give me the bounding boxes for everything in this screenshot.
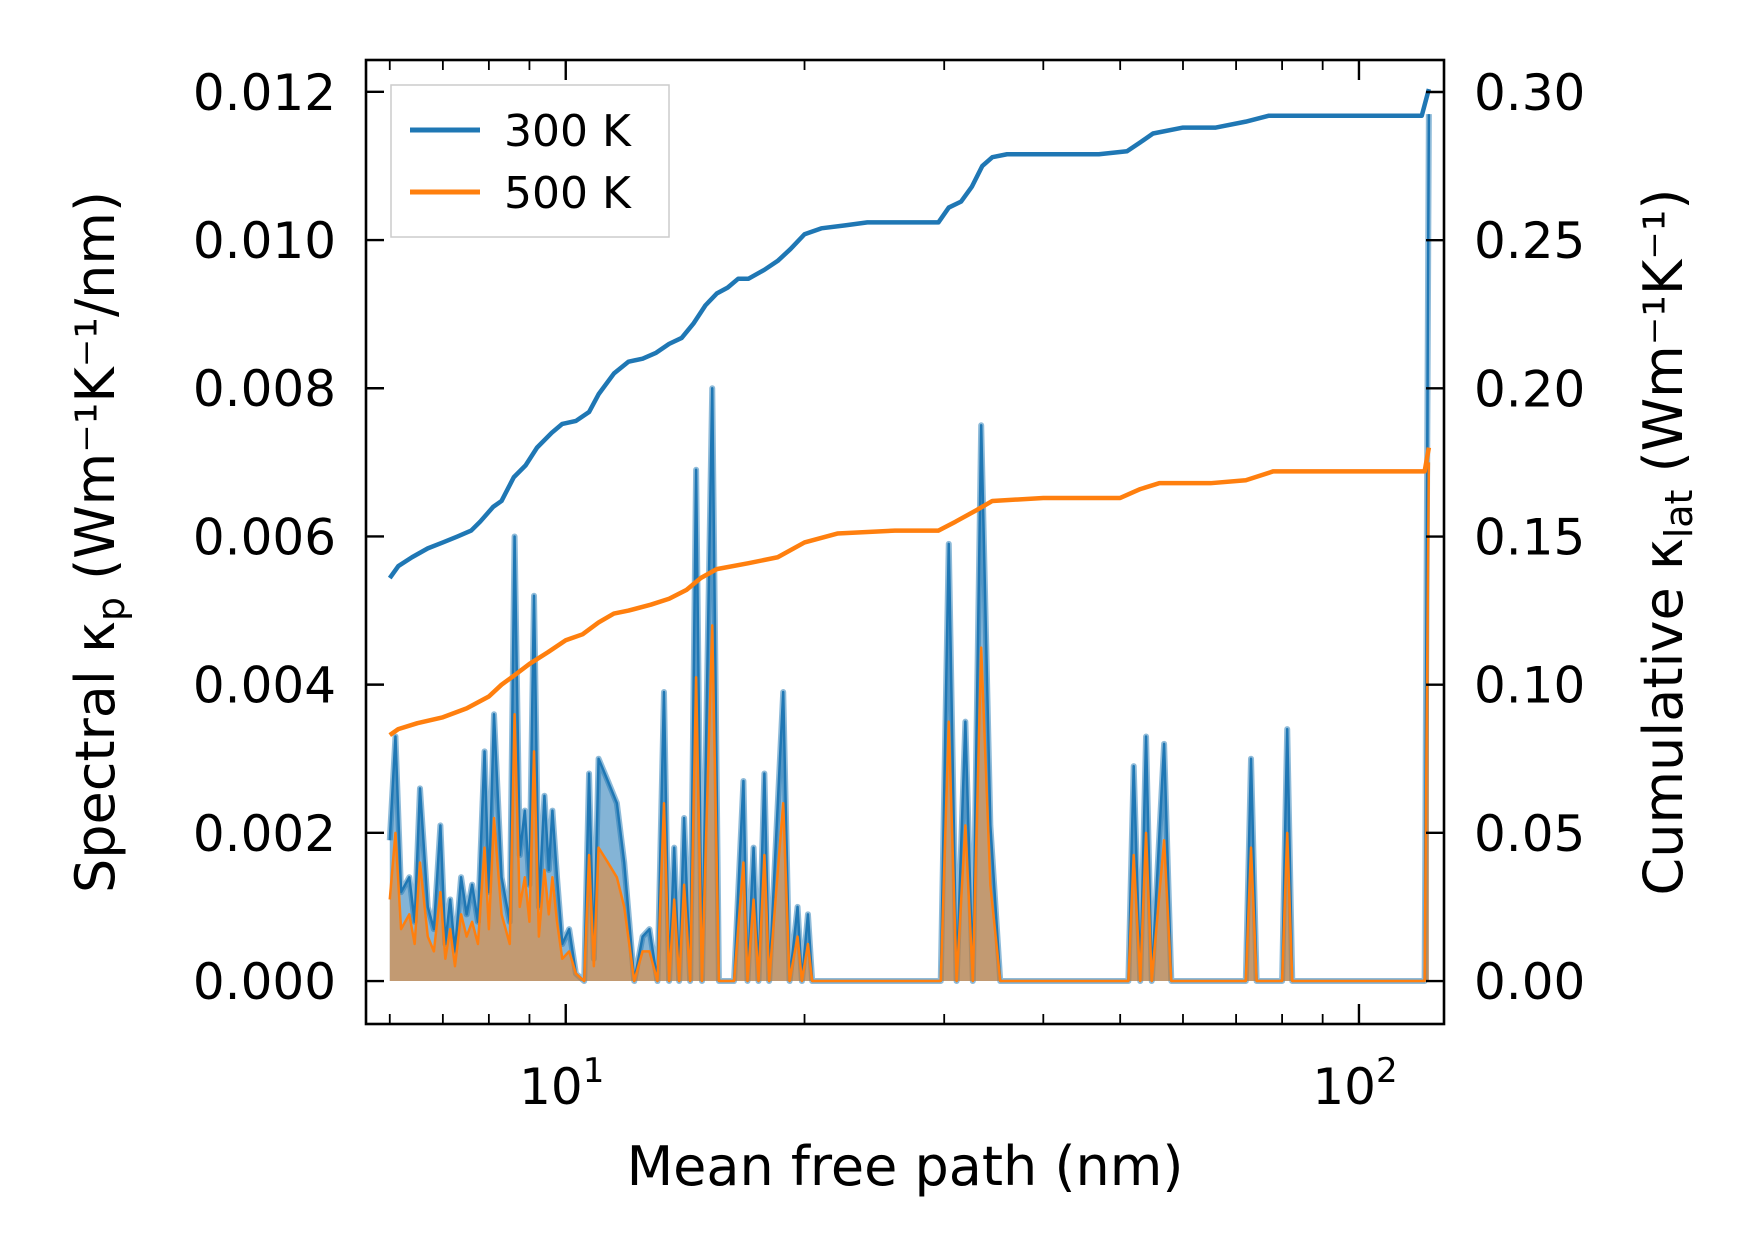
y-right-tick-label-0.00: 0.00 <box>1474 953 1585 1011</box>
x-axis-label: Mean free path (nm) <box>627 1135 1184 1198</box>
x-tick-label-100: 102 <box>1312 1051 1397 1116</box>
y-right-tick-label-0.05: 0.05 <box>1474 805 1585 863</box>
y-right-tick-label-0.15: 0.15 <box>1474 509 1585 567</box>
y-left-tick-label-0.010: 0.010 <box>193 212 336 270</box>
plot-frame <box>364 58 1446 1026</box>
y-left-tick-label-0.012: 0.012 <box>193 64 336 122</box>
spectral-500K-fill <box>389 462 1429 982</box>
left-y-axis-label: Spectral κp (Wm⁻¹K⁻¹/nm) <box>64 191 133 893</box>
legend-label-300K: 300 K <box>504 106 632 157</box>
legend-box <box>390 84 670 238</box>
y-left-tick-label-0.004: 0.004 <box>193 657 336 715</box>
y-left-tick-label-0.000: 0.000 <box>193 953 336 1011</box>
y-right-tick-label-0.10: 0.10 <box>1474 657 1585 715</box>
spectral-500K-line <box>388 462 1431 983</box>
y-left-tick-label-0.006: 0.006 <box>193 508 336 566</box>
y-right-tick-label-0.25: 0.25 <box>1474 212 1585 270</box>
cumulative-500K-line <box>388 447 1432 737</box>
y-right-tick-label-0.20: 0.20 <box>1474 360 1585 418</box>
plot-area <box>386 88 1432 985</box>
y-right-tick-label-0.30: 0.30 <box>1474 64 1585 122</box>
axis-ticks: 0.000 0.002 0.004 0.006 0.008 0.010 0.012 0.00 0… <box>193 60 1585 1116</box>
y-left-tick-label-0.002: 0.002 <box>193 805 336 863</box>
legend: 300 K 500 K <box>390 84 670 238</box>
legend-label-500K: 500 K <box>504 168 632 219</box>
cumulative-300K-line <box>387 88 1432 580</box>
x-tick-label-10: 101 <box>519 1051 604 1116</box>
right-y-axis-label: Cumulative κlat (Wm⁻¹K⁻¹) <box>1632 189 1701 896</box>
y-left-tick-label-0.008: 0.008 <box>193 360 336 418</box>
